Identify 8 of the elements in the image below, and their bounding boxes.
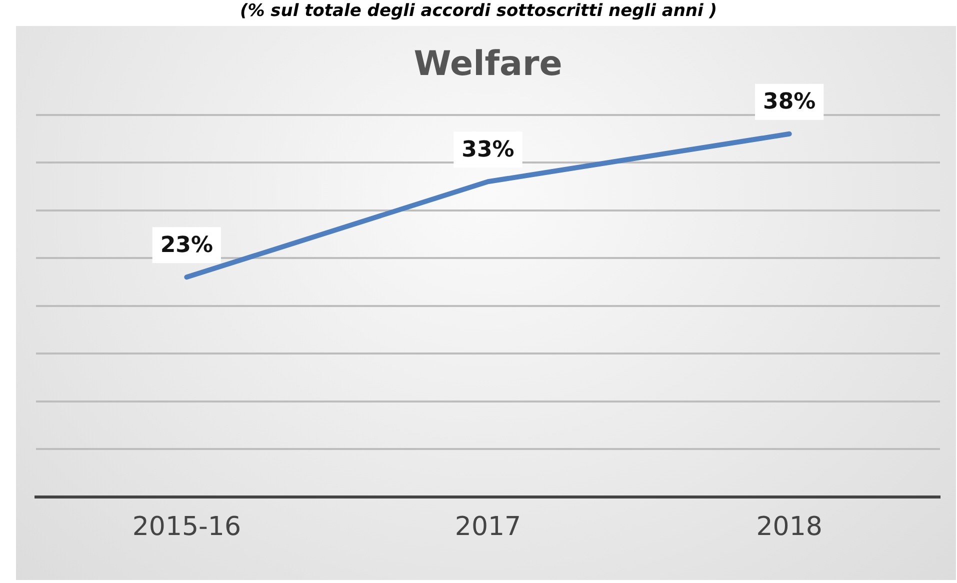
chart-title: Welfare bbox=[414, 44, 562, 84]
x-tick-label: 2017 bbox=[454, 512, 522, 542]
x-tick-label: 2018 bbox=[756, 512, 822, 542]
data-label: 23% bbox=[160, 232, 214, 258]
data-label: 33% bbox=[462, 137, 514, 162]
chart-subtitle: (% sul totale degli accordi sottoscritti negli anni ) bbox=[238, 0, 718, 22]
x-tick-label: 2015-16 bbox=[132, 512, 241, 542]
data-label: 38% bbox=[762, 90, 816, 115]
